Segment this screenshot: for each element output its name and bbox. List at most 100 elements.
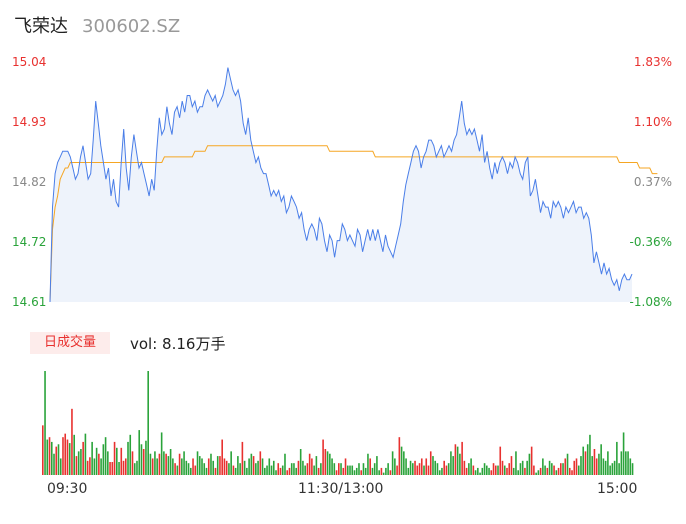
volume-bar <box>216 456 219 475</box>
volume-bar <box>620 451 623 475</box>
volume-bar <box>68 443 71 475</box>
volume-bar <box>351 465 354 475</box>
volume-bar <box>91 441 93 475</box>
volume-bar <box>201 458 203 475</box>
volume-bar <box>315 456 318 475</box>
volume-bar <box>109 462 111 475</box>
price-tick-3: 14.82 <box>12 175 47 189</box>
volume-bar <box>338 463 340 475</box>
volume-bar <box>246 467 248 475</box>
daily-volume-tab[interactable]: 日成交量 <box>30 332 110 354</box>
volume-bar <box>53 453 55 475</box>
stock-code: 300602.SZ <box>82 16 181 37</box>
volume-bar <box>510 456 513 475</box>
volume-bar <box>73 434 75 475</box>
stock-name: 飞荣达 <box>14 16 68 37</box>
volume-bar <box>548 460 551 475</box>
volume-bar <box>228 463 230 475</box>
volume-bar <box>331 458 333 475</box>
volume-bar <box>438 470 441 475</box>
volume-bar <box>290 463 293 475</box>
volume-bar <box>582 446 585 475</box>
volume-bar <box>149 453 152 475</box>
volume-bar <box>185 460 188 475</box>
volume-bar <box>324 449 327 475</box>
volume-bar <box>414 460 416 475</box>
volume-bar <box>335 470 338 475</box>
volume-bar <box>169 449 172 475</box>
volume-bar <box>75 456 78 475</box>
volume-bar <box>586 444 589 475</box>
volume-bar <box>526 460 528 475</box>
volume-bar <box>154 451 156 475</box>
volume-bar <box>432 456 434 475</box>
volume-bar <box>553 465 555 475</box>
volume-bar <box>468 463 470 475</box>
volume-bar <box>98 453 100 475</box>
volume-bar <box>344 458 347 475</box>
volume-bar <box>376 456 378 475</box>
volume-bar <box>407 467 410 475</box>
volume-bar <box>160 432 163 475</box>
volume-bar <box>304 465 306 475</box>
volume-bar <box>232 465 235 475</box>
volume-bar <box>602 458 605 475</box>
volume-bar <box>562 463 564 475</box>
volume-bar <box>546 467 549 475</box>
volume-bar <box>66 439 69 475</box>
volume-bar <box>127 441 129 475</box>
volume-bar <box>42 425 44 475</box>
volume-bar <box>423 465 425 475</box>
volume-bar <box>568 467 571 475</box>
volume-bar <box>367 453 369 475</box>
volume-bar <box>398 437 401 475</box>
volume-bar <box>275 470 277 475</box>
volume-bar <box>573 460 576 475</box>
volume-bar <box>490 470 493 475</box>
volume-bar <box>299 449 302 475</box>
volume-bar <box>517 470 519 475</box>
volume-bar <box>577 465 580 475</box>
volume-bar <box>591 456 593 475</box>
volume-bar <box>494 465 497 475</box>
volume-bar <box>107 451 109 475</box>
volume-bar <box>488 467 490 475</box>
volume-bar <box>436 463 439 475</box>
volume-bar <box>461 441 463 475</box>
volume-bar <box>210 453 212 475</box>
volume-bar <box>295 467 297 475</box>
volume-bar <box>609 465 611 475</box>
volume-bar <box>409 460 412 475</box>
volume-bar <box>259 451 262 475</box>
volume-bar <box>418 463 421 475</box>
volume-bar <box>214 467 217 475</box>
volume-bar <box>80 449 82 475</box>
volume-bar <box>308 453 311 475</box>
volume-bar <box>163 451 165 475</box>
time-label-mid: 11:30/13:00 <box>298 481 384 497</box>
volume-bar <box>595 458 598 475</box>
volume-bar <box>584 451 587 475</box>
volume-bar <box>405 458 407 475</box>
pct-tick-5: -1.08% <box>629 295 672 309</box>
volume-bar <box>443 460 445 475</box>
volume-bar <box>385 467 387 475</box>
volume-bar <box>268 458 271 475</box>
volume-bar <box>373 463 376 475</box>
volume-bar <box>427 465 430 475</box>
volume-bar <box>551 463 553 475</box>
volume-bar <box>515 451 517 475</box>
volume-bar <box>181 458 183 475</box>
volume-bar <box>77 451 80 475</box>
volume-bar <box>176 465 179 475</box>
volume-bar <box>627 451 629 475</box>
volume-bar <box>463 460 466 475</box>
volume-bar <box>120 447 123 475</box>
volume-bar <box>539 467 542 475</box>
volume-bar <box>622 432 625 475</box>
volume-bar <box>264 467 266 475</box>
pct-tick-3: 0.37% <box>633 175 672 189</box>
volume-bar <box>530 446 533 475</box>
volume-bar <box>416 465 419 475</box>
volume-bar <box>270 465 273 475</box>
